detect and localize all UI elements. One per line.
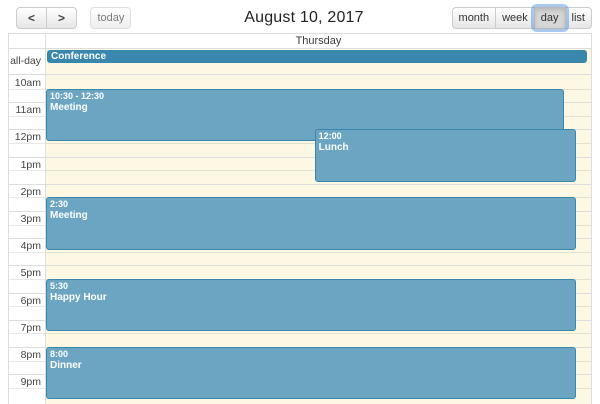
hour-line [9,156,591,158]
event-meeting-afternoon[interactable]: 2:30 Meeting [46,197,577,250]
event-dinner[interactable]: 8:00 Dinner [46,347,577,400]
event-title: Dinner [50,360,82,371]
axis-label-1pm: 1pm [20,158,41,171]
axis-label-2pm: 2pm [20,185,41,198]
axis-label-5pm: 5pm [20,267,41,280]
axis-divider [45,34,46,404]
axis-label-7pm: 7pm [20,321,41,334]
event-happy-hour[interactable]: 5:30 Happy Hour [46,279,577,332]
calendar-toolbar: < > today August 10, 2017 month week day li… [16,7,592,31]
half-hour-line [9,143,591,144]
all-day-axis-label: all-day [9,49,45,74]
event-title: Conference [51,51,107,62]
calendar: Thursday all-day Conference 10:30 - 12:3… [8,33,592,404]
view-switcher-group: month week day list [451,7,592,29]
event-title: Lunch [318,142,349,154]
axis-label-10am: 10am [14,77,41,89]
axis-label-3pm: 3pm [20,213,41,225]
event-time: 8:00 [50,349,69,359]
event-time: 5:30 [50,281,69,291]
chevron-right-icon: > [58,11,66,25]
event-time: 10:30 - 12:30 [50,90,105,101]
prev-button[interactable]: < [16,7,48,29]
event-title: Meeting [50,210,88,222]
event-time: 12:00 [318,131,342,142]
view-button-list[interactable]: list [564,7,592,29]
all-day-cell[interactable]: Conference [46,49,591,74]
axis-label-9pm: 9pm [20,376,41,389]
events-layer: 10:30 - 12:30 Meeting 12:00 Lunch 2:30 Meetin… [46,75,591,404]
axis-label-6pm: 6pm [20,294,41,307]
today-button[interactable]: today [90,7,132,29]
view-button-day[interactable]: day [533,7,566,29]
event-lunch[interactable]: 12:00 Lunch [314,129,576,182]
event-time: 2:30 [50,199,69,210]
view-button-week[interactable]: week [495,7,535,29]
time-grid: 10:30 - 12:30 Meeting 12:00 Lunch 2:30 Meetin… [9,74,591,404]
event-meeting-morning[interactable]: 10:30 - 12:30 Meeting [46,88,564,141]
all-day-row: all-day Conference [9,49,591,75]
half-hour-line [9,333,591,335]
prev-next-button-group: < > [16,7,78,29]
event-conference[interactable]: Conference [47,50,587,63]
axis-label-4pm: 4pm [20,240,41,253]
next-button[interactable]: > [46,7,78,29]
half-hour-line [9,170,591,172]
hour-line [9,265,591,267]
day-header-label: Thursday [295,35,342,47]
view-button-month[interactable]: month [451,7,497,29]
axis-label-12pm: 12pm [14,131,41,144]
calendar-title: August 10, 2017 [244,9,364,26]
half-hour-line [9,251,591,253]
axis-label-11am: 11am [15,104,42,117]
day-header: Thursday [9,34,591,49]
event-title: Happy Hour [50,292,107,303]
event-title: Meeting [50,101,88,113]
chevron-left-icon: < [28,11,36,25]
hour-line [9,183,591,185]
axis-label-8pm: 8pm [20,349,41,361]
